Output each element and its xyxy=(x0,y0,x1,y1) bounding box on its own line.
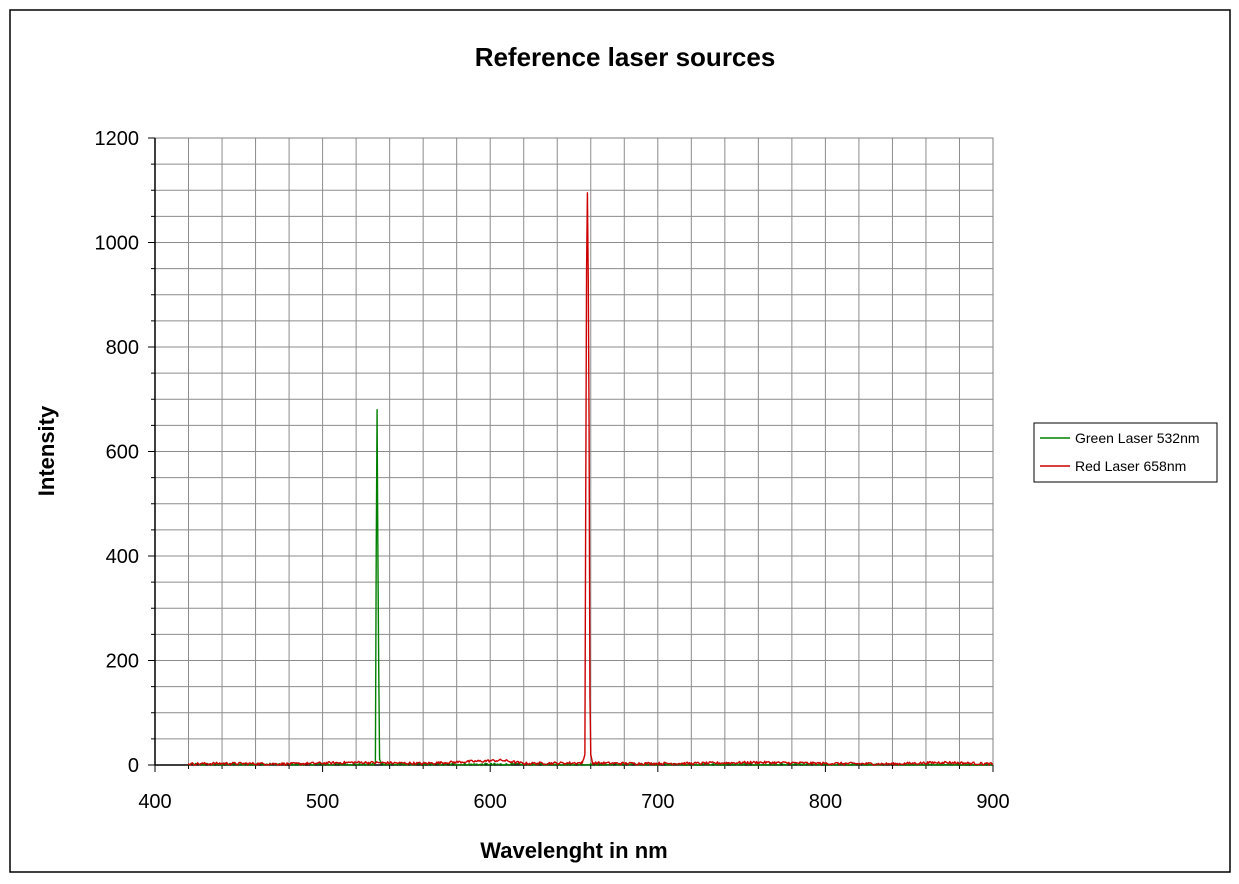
series-layer xyxy=(187,192,994,766)
x-axis-title: Wavelenght in nm xyxy=(480,838,667,863)
y-tick-label: 1000 xyxy=(95,233,140,255)
x-tick-label: 800 xyxy=(809,791,842,813)
legend-label-red: Red Laser 658nm xyxy=(1075,458,1186,474)
y-axis-title: Intensity xyxy=(34,405,59,496)
chart-border xyxy=(9,9,1231,873)
x-tick-label: 600 xyxy=(474,791,507,813)
legend-label-green: Green Laser 532nm xyxy=(1075,430,1200,446)
tick-layer: 0 200 400 600 800 1000 1200 400 500 600 700 800 900 xyxy=(95,128,1010,813)
grid-layer xyxy=(155,138,993,765)
x-tick-label: 400 xyxy=(138,791,171,813)
y-tick-label: 800 xyxy=(106,337,139,359)
x-tick-label: 500 xyxy=(306,791,339,813)
chart-title: Reference laser sources xyxy=(475,42,776,72)
y-tick-label: 400 xyxy=(106,546,139,568)
legend: Green Laser 532nm Red Laser 658nm xyxy=(1033,422,1218,483)
y-tick-label: 0 xyxy=(128,755,139,777)
y-tick-label: 1200 xyxy=(95,128,140,150)
series-line-red-laser xyxy=(187,192,994,766)
x-tick-label: 900 xyxy=(976,791,1009,813)
y-tick-label: 200 xyxy=(106,651,139,673)
x-tick-label: 700 xyxy=(641,791,674,813)
y-tick-label: 600 xyxy=(106,442,139,464)
legend-box xyxy=(1033,422,1218,483)
